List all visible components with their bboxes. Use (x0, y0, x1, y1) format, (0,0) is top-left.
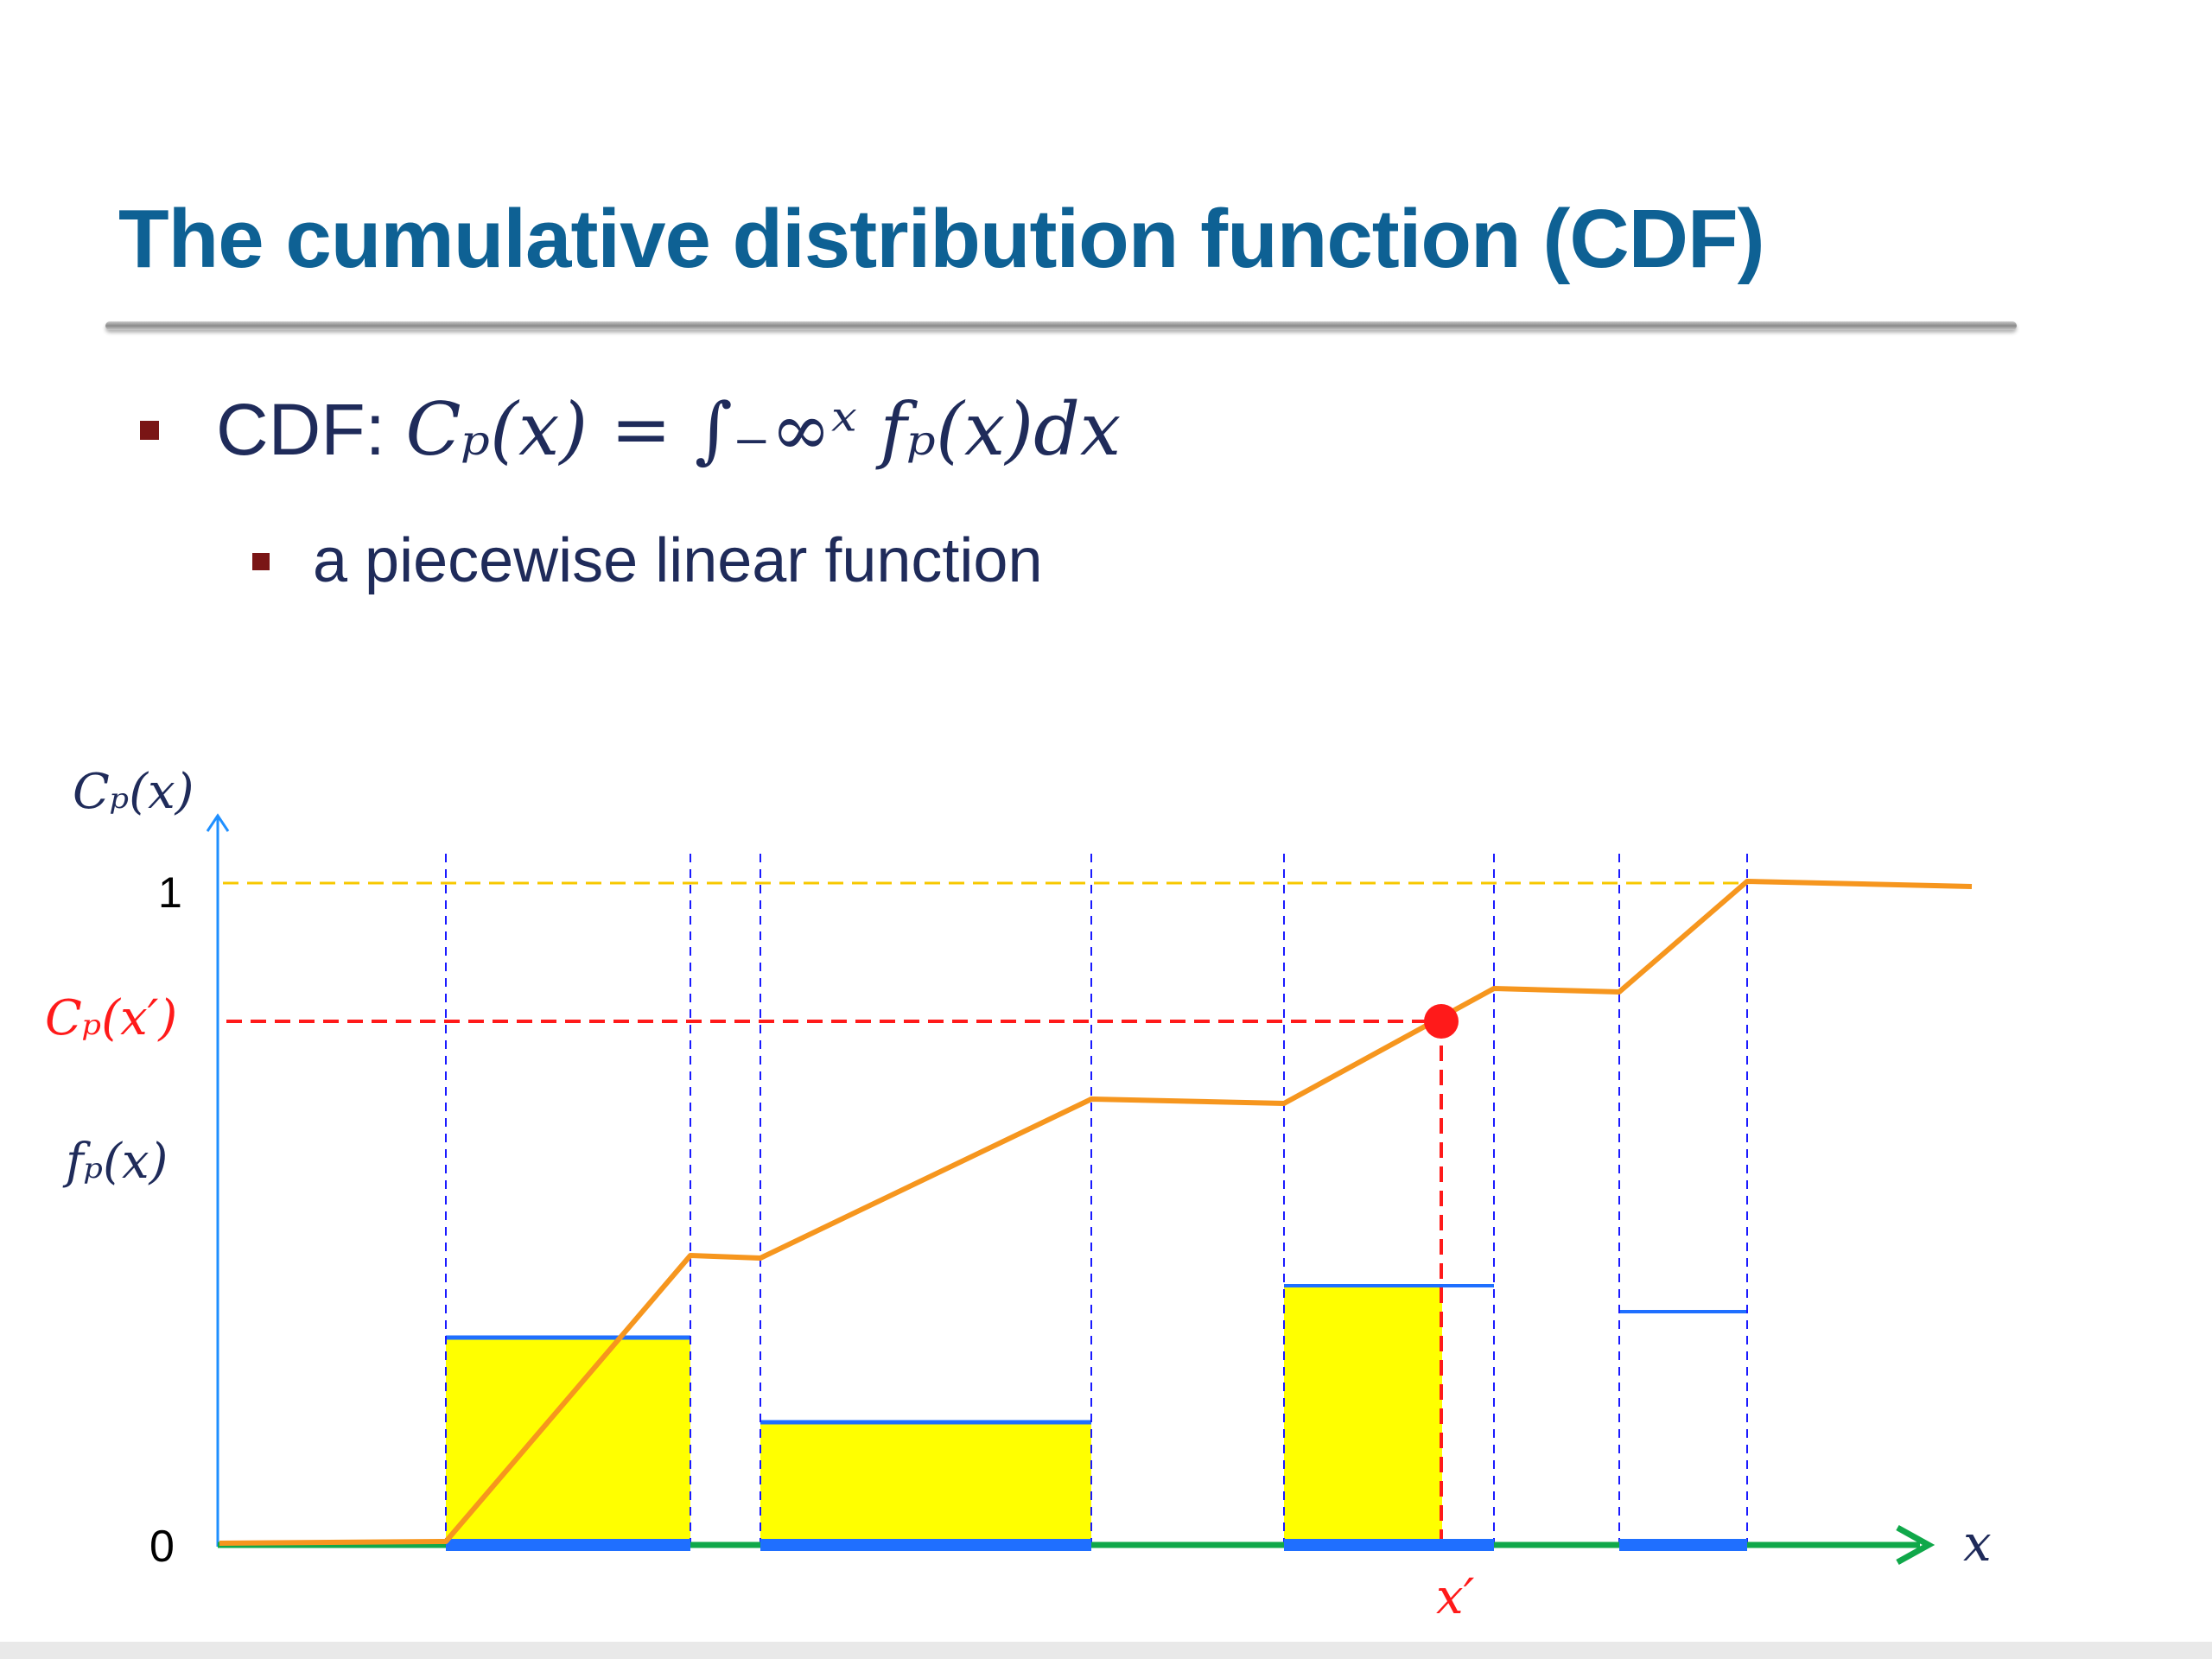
footer-band (0, 1642, 2212, 1659)
x-axis-arrowhead (1896, 1524, 1936, 1566)
cdf-point-marker (1424, 1004, 1459, 1039)
slide-title: The cumulative distribution function (CD… (118, 193, 1765, 285)
y-tick-zero: 0 (149, 1522, 175, 1572)
y-axis-arrowhead (206, 813, 230, 832)
sub-bullet-text: a piecewise linear function (313, 526, 1043, 595)
y-axis-label: Cₚ(x) (73, 764, 194, 820)
cdf-curve (219, 879, 1973, 1546)
cdf-formula: Cₚ(x) = ∫₋∞ˣ fₚ(x)dx (405, 387, 1122, 472)
x-axis-label: x (1963, 1514, 1992, 1573)
y-tick-one: 1 (158, 868, 182, 917)
pdf-bar-3-filled (1284, 1286, 1442, 1543)
y-tick-fx: fₚ(x) (66, 1134, 168, 1190)
title-divider (105, 321, 2017, 330)
cdf-definition: CDF: Cₚ(x) = ∫₋∞ˣ fₚ(x)dx (216, 387, 1121, 472)
cdf-prefix: CDF: (216, 389, 406, 470)
pdf-bar-2 (760, 1422, 1091, 1543)
y-tick-cx: Cₚ(x′) (45, 990, 178, 1046)
bullet-marker (140, 421, 159, 440)
sub-bullet-marker (252, 553, 270, 570)
x-marker-label: x′ (1436, 1569, 1475, 1625)
pdf-bar-1 (446, 1338, 690, 1543)
